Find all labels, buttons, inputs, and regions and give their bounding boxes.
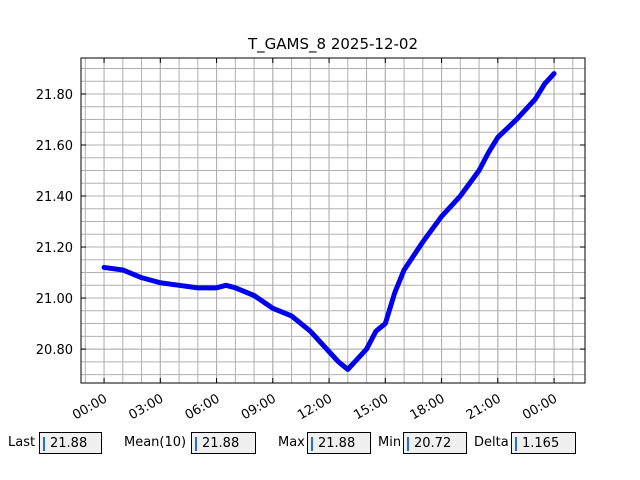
x-tick-label: 06:00	[183, 391, 223, 423]
x-tick-label: 00:00	[520, 391, 560, 423]
stat-label: Last	[8, 435, 36, 450]
x-tick-label: 03:00	[126, 391, 166, 423]
y-tick-label: 21.80	[36, 88, 73, 103]
x-tick-label: 18:00	[408, 391, 448, 423]
stat-label: Delta	[474, 435, 509, 450]
stat-value[interactable]: 20.72	[403, 432, 467, 454]
x-tick-label: 15:00	[351, 391, 391, 423]
y-tick-label: 21.20	[36, 241, 73, 256]
stat-label: Mean(10)	[124, 435, 187, 450]
x-tick-label: 12:00	[295, 391, 335, 423]
series-line	[101, 71, 557, 372]
plot-frame	[80, 57, 586, 384]
stat-value[interactable]: 21.88	[307, 432, 371, 454]
stat-value[interactable]: 21.88	[191, 432, 256, 454]
y-tick-label: 21.40	[36, 190, 73, 205]
stat-label: Min	[378, 435, 402, 450]
y-tick-label: 21.00	[36, 292, 73, 307]
chart-title: T_GAMS_8 2025-12-02	[247, 35, 418, 54]
y-tick-label: 20.80	[36, 343, 73, 358]
stat-label: Max	[278, 435, 305, 450]
stat-value[interactable]: 1.165	[511, 432, 576, 454]
y-tick-label: 21.60	[36, 139, 73, 154]
x-tick-label: 21:00	[464, 391, 504, 423]
x-tick-label: 00:00	[70, 391, 110, 423]
x-tick-label: 09:00	[239, 391, 279, 423]
stat-value[interactable]: 21.88	[39, 432, 102, 454]
